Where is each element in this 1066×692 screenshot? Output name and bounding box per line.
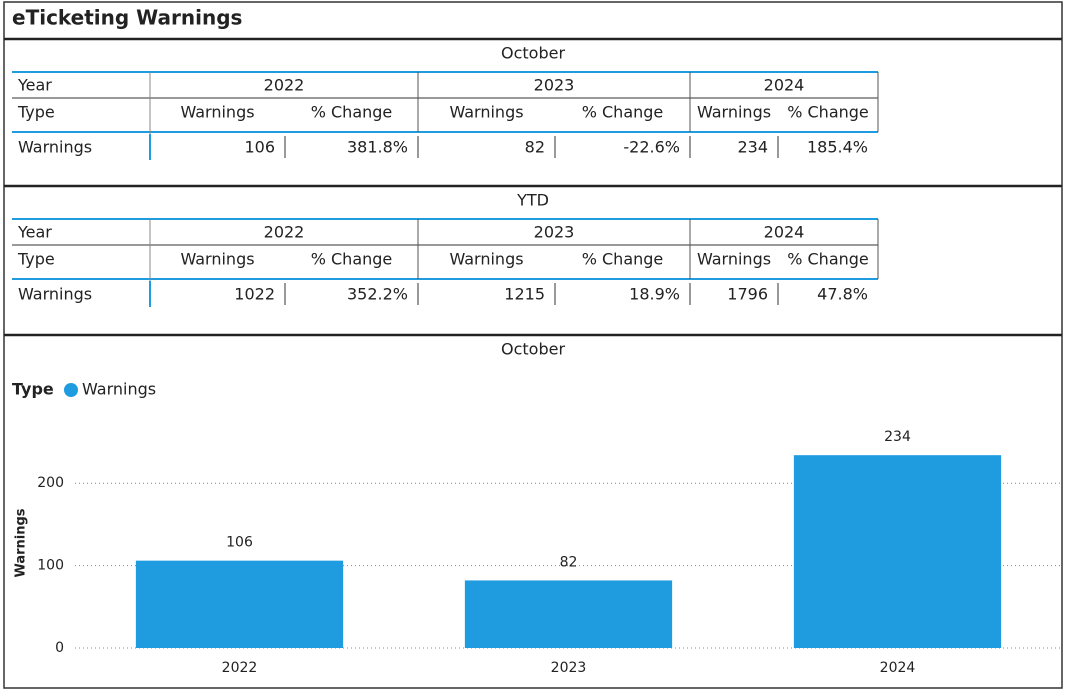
row-label: Warnings bbox=[18, 285, 92, 304]
column-header: % Change bbox=[311, 250, 393, 269]
report-title: eTicketing Warnings bbox=[12, 6, 242, 30]
column-header: Warnings bbox=[449, 250, 523, 269]
year-header: 2023 bbox=[534, 223, 575, 242]
year-header: 2024 bbox=[764, 76, 805, 95]
column-header: % Change bbox=[582, 250, 664, 269]
column-header: % Change bbox=[787, 103, 869, 122]
y-tick-label: 0 bbox=[55, 640, 64, 656]
cell: 82 bbox=[525, 138, 545, 157]
cell: 47.8% bbox=[817, 285, 868, 304]
cell: 1796 bbox=[727, 285, 768, 304]
cell: 106 bbox=[244, 138, 275, 157]
row-label: Warnings bbox=[18, 138, 92, 157]
data-label: 106 bbox=[226, 535, 253, 551]
year-header: 2022 bbox=[264, 223, 305, 242]
year-header: 2023 bbox=[534, 76, 575, 95]
column-header: Warnings bbox=[697, 103, 771, 122]
legend-swatch bbox=[64, 383, 78, 397]
x-tick-label: 2022 bbox=[222, 660, 258, 676]
column-header: Warnings bbox=[697, 250, 771, 269]
column-header: Warnings bbox=[180, 250, 254, 269]
row-header: Year bbox=[17, 76, 52, 95]
cell: 381.8% bbox=[347, 138, 408, 157]
cell: 1215 bbox=[504, 285, 545, 304]
column-header: % Change bbox=[582, 103, 664, 122]
y-tick-label: 100 bbox=[37, 558, 64, 574]
cell: 234 bbox=[737, 138, 768, 157]
row-header: Year bbox=[17, 223, 52, 242]
table-title: October bbox=[501, 44, 565, 63]
chart-title: October bbox=[501, 340, 565, 359]
row-header: Type bbox=[17, 103, 55, 122]
legend-title: Type bbox=[12, 380, 54, 399]
x-tick-label: 2023 bbox=[551, 660, 587, 676]
cell: 185.4% bbox=[807, 138, 868, 157]
data-label: 234 bbox=[884, 429, 911, 445]
frame bbox=[3, 1, 1063, 689]
cell: 18.9% bbox=[629, 285, 680, 304]
cell: -22.6% bbox=[623, 138, 680, 157]
column-header: % Change bbox=[311, 103, 393, 122]
column-header: Warnings bbox=[449, 103, 523, 122]
year-header: 2024 bbox=[764, 223, 805, 242]
bar bbox=[464, 580, 673, 648]
x-tick-label: 2024 bbox=[880, 660, 916, 676]
cell: 1022 bbox=[234, 285, 275, 304]
column-header: Warnings bbox=[180, 103, 254, 122]
y-tick-label: 200 bbox=[37, 475, 64, 491]
table-title: YTD bbox=[516, 191, 549, 210]
legend-label: Warnings bbox=[82, 380, 156, 399]
bar bbox=[135, 560, 344, 648]
y-axis-label: Warnings bbox=[14, 508, 29, 577]
cell: 352.2% bbox=[347, 285, 408, 304]
year-header: 2022 bbox=[264, 76, 305, 95]
row-header: Type bbox=[17, 250, 55, 269]
data-label: 82 bbox=[560, 554, 578, 570]
column-header: % Change bbox=[787, 250, 869, 269]
bar bbox=[793, 455, 1002, 648]
